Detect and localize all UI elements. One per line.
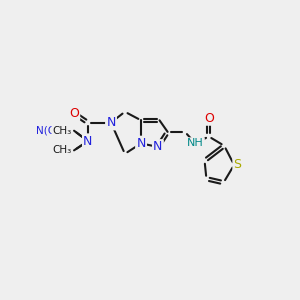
Text: O: O <box>69 107 79 120</box>
Text: N: N <box>153 140 163 153</box>
Text: N: N <box>136 137 146 150</box>
Text: N: N <box>83 135 93 148</box>
Text: O: O <box>204 112 214 124</box>
Text: S: S <box>234 158 242 171</box>
Text: CH₃: CH₃ <box>52 126 71 136</box>
Text: CH₃: CH₃ <box>52 145 71 155</box>
Text: N: N <box>106 116 116 129</box>
Text: NH: NH <box>187 138 204 148</box>
Text: N(CH₃): N(CH₃) <box>36 126 70 136</box>
